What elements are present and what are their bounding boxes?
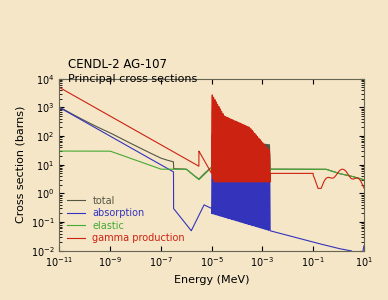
total <box>167 159 172 163</box>
elastic <box>237 169 242 173</box>
gamma production <box>72 94 77 98</box>
Y-axis label: Cross section (barns): Cross section (barns) <box>15 106 25 224</box>
gamma production <box>237 180 242 184</box>
elastic <box>362 178 366 181</box>
elastic <box>299 167 304 171</box>
absorption <box>362 244 366 247</box>
gamma production <box>167 148 172 152</box>
X-axis label: Energy (MeV): Energy (MeV) <box>174 275 249 285</box>
Legend: total, absorption, elastic, gamma production: total, absorption, elastic, gamma produc… <box>64 193 188 246</box>
elastic <box>283 167 288 171</box>
gamma production <box>299 172 304 175</box>
Line: elastic: elastic <box>59 151 364 180</box>
total <box>72 113 77 117</box>
elastic <box>251 169 255 173</box>
total <box>299 167 304 171</box>
gamma production <box>57 85 62 89</box>
absorption <box>237 220 242 224</box>
total <box>57 105 62 109</box>
gamma production <box>315 187 320 190</box>
elastic <box>72 149 77 153</box>
total <box>362 178 366 181</box>
elastic <box>167 167 172 171</box>
gamma production <box>362 186 366 190</box>
elastic <box>57 149 62 153</box>
total <box>283 167 288 171</box>
absorption <box>350 250 355 254</box>
total <box>251 169 255 173</box>
Line: total: total <box>59 107 364 180</box>
absorption <box>57 106 62 109</box>
absorption <box>72 114 77 118</box>
total <box>237 169 242 172</box>
absorption <box>251 224 255 227</box>
gamma production <box>283 172 288 175</box>
absorption <box>167 168 172 172</box>
Line: gamma production: gamma production <box>59 87 364 188</box>
Line: absorption: absorption <box>59 107 364 252</box>
absorption <box>283 233 288 236</box>
Text: Principal cross sections: Principal cross sections <box>68 74 197 84</box>
absorption <box>299 237 304 241</box>
Text: CENDL-2 AG-107: CENDL-2 AG-107 <box>68 58 167 71</box>
gamma production <box>251 180 255 184</box>
